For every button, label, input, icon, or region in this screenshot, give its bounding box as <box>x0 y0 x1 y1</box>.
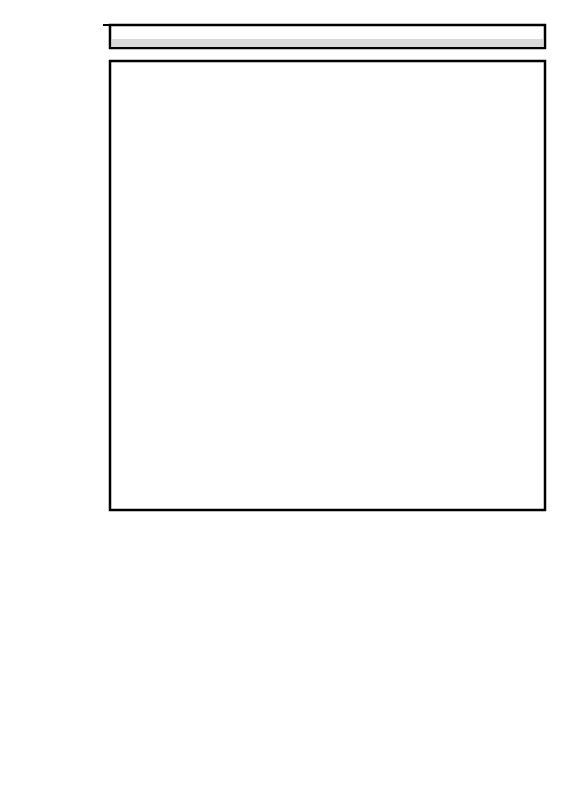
top-lower-frame <box>110 61 545 510</box>
break-shade <box>111 39 544 47</box>
